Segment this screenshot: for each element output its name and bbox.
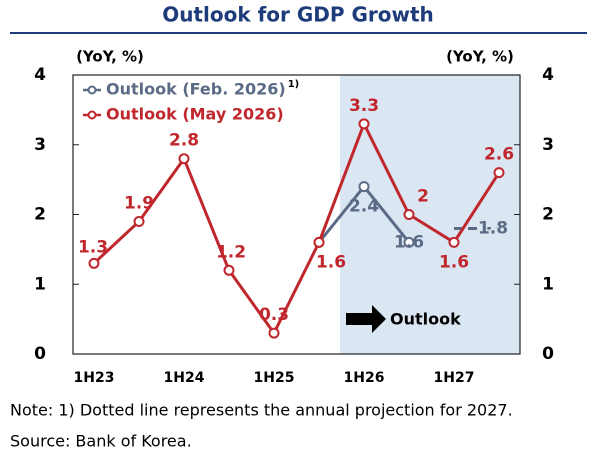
legend-label: Outlook (May 2026) [106, 105, 284, 124]
chart-title: Outlook for GDP Growth [162, 3, 434, 27]
data-label: 1.6 [316, 252, 346, 272]
data-label: 1.3 [78, 237, 108, 257]
y-tick-label: 0 [34, 344, 46, 364]
y2-tick-label: 4 [542, 65, 554, 85]
x-tick-label: 1H26 [344, 370, 385, 386]
series-line [92, 120, 501, 336]
y-tick-label: 1 [34, 274, 46, 294]
x-tick-label: 1H24 [164, 370, 205, 386]
y2-tick-label: 1 [542, 274, 554, 294]
legend-marker [87, 85, 97, 95]
point [268, 327, 280, 339]
data-label: 2.8 [169, 131, 199, 151]
outlook-label: Outlook [390, 310, 461, 329]
source: Source: Bank of Korea. [10, 432, 192, 451]
y2-tick-label: 2 [542, 205, 554, 225]
point [358, 181, 370, 193]
x-tick-label: 1H25 [254, 370, 295, 386]
data-label: 1.9 [124, 193, 154, 213]
legend-note: 1) [288, 79, 300, 90]
point [313, 236, 325, 248]
y2-tick-label: 0 [542, 344, 554, 364]
point [178, 153, 190, 165]
data-label: 2.6 [484, 145, 514, 165]
data-label: 1.2 [216, 242, 246, 262]
y-unit: (YoY, %) [76, 48, 144, 66]
legend-label: Outlook (Feb. 2026) [106, 80, 286, 99]
data-label: 2 [417, 187, 429, 207]
data-label: 0.3 [259, 305, 289, 325]
data-label: 2.4 [349, 197, 379, 217]
y2-tick-label: 3 [542, 135, 554, 155]
data-label: 3.3 [349, 96, 379, 116]
outlook-arrow [346, 305, 386, 333]
x-tick-label: 1H27 [434, 370, 475, 386]
point [448, 236, 460, 248]
data-label: 1.6 [439, 252, 469, 272]
y-tick-label: 2 [34, 205, 46, 225]
point [403, 209, 415, 220]
point [223, 264, 235, 276]
annual-label: 1.8 [478, 218, 508, 238]
point [133, 215, 145, 227]
x-tick-label: 1H23 [74, 370, 115, 386]
point [88, 257, 100, 269]
data-label: 1.6 [394, 232, 424, 252]
point [358, 118, 370, 130]
outlook-shade [340, 75, 520, 354]
note: Note: 1) Dotted line represents the annu… [10, 401, 513, 420]
y-tick-label: 4 [34, 65, 46, 85]
legend-marker [87, 110, 97, 120]
point [403, 236, 415, 248]
y-tick-label: 3 [34, 135, 46, 155]
y2-unit: (YoY, %) [446, 48, 514, 66]
point [493, 167, 505, 179]
